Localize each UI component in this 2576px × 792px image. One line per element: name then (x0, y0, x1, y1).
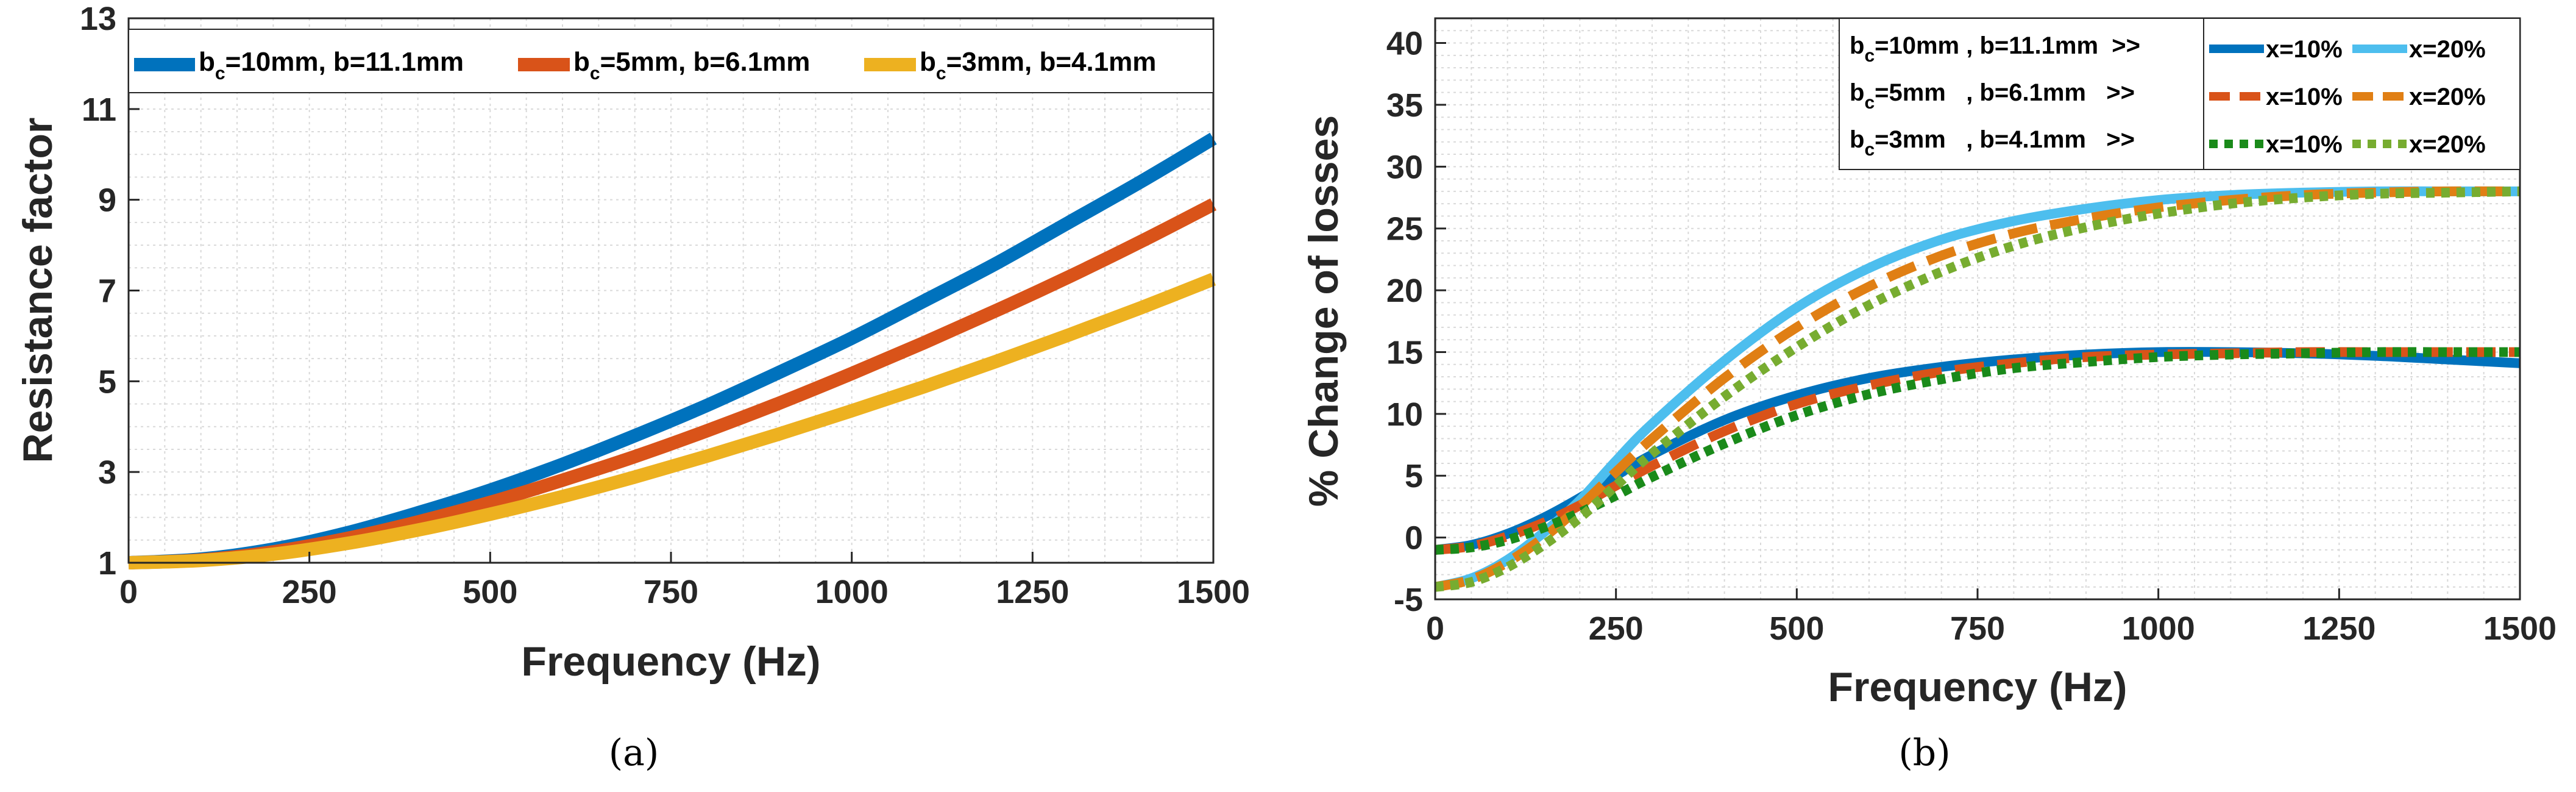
panel-a-x-axis-label: Frequency (Hz) (521, 638, 820, 685)
panel-b-series (1434, 186, 2521, 592)
panel-a-caption: (a) (609, 732, 659, 774)
x-tick-label: 1000 (815, 574, 889, 610)
panel-b-x-axis-label: Frequency (Hz) (1828, 664, 2127, 710)
panel-b-legend-label-6: x=20% (2409, 131, 2486, 158)
panel-b-legend-row-2: bc=5mm , b=6.1mm >> (1850, 79, 2135, 113)
panel-b-legend-series: x=10% x=20% x=10% x=20% x=10% x=20% (2203, 18, 2521, 170)
x-tick-label: 750 (644, 574, 698, 610)
panel-b-legend-row-1: bc=10mm , b=11.1mm >> (1850, 32, 2140, 66)
x-tick-label: 1500 (1177, 574, 1250, 610)
panel-b-caption: (b) (1898, 732, 1950, 774)
panel-a-legend-entry-3: bc=3mm, b=4.1mm (864, 47, 1156, 84)
x-tick-label: 1250 (2302, 610, 2376, 647)
x-tick-label: 1500 (2483, 610, 2556, 647)
panel-b: 0 250 500 750 1000 1250 1500 -5051015202530354… (1300, 17, 2556, 774)
panel-b-legend-label-2: x=20% (2409, 36, 2486, 63)
panel-b-x-ticks: 0 250 500 750 1000 1250 1500 (1426, 588, 2556, 647)
y-tick-label: 7 (98, 273, 116, 310)
y-tick-label: 11 (82, 91, 116, 128)
y-tick-label: 25 (1386, 211, 1423, 248)
panel-a-legend-entry-2: bc=5mm, b=6.1mm (518, 47, 810, 84)
panel-b-legend-label-1: x=10% (2266, 36, 2343, 63)
y-tick-label: 13 (80, 1, 116, 37)
x-tick-label: 250 (282, 574, 337, 610)
y-tick-label: 15 (1386, 334, 1423, 371)
x-tick-label: 0 (1426, 610, 1444, 647)
y-tick-label: 40 (1386, 26, 1423, 62)
panel-a-series (128, 132, 1217, 569)
y-tick-label: -5 (1394, 582, 1423, 618)
y-tick-label: 5 (1405, 458, 1423, 494)
y-tick-label: 35 (1386, 87, 1423, 124)
panel-b-y-axis-label: % Change of losses (1300, 115, 1347, 507)
panel-b-legend-label-5: x=10% (2266, 131, 2343, 158)
panel-b-series-line-5 (1435, 347, 2520, 555)
x-tick-label: 1000 (2122, 610, 2195, 647)
panel-b-series-line-6 (1434, 186, 2521, 592)
panel-b-series-line-4 (1434, 186, 2521, 592)
y-tick-label: 0 (1405, 520, 1423, 557)
svg-text:bc=5mm, b=6.1mm: bc=5mm, b=6.1mm (573, 47, 810, 84)
y-tick-label: 10 (1386, 396, 1423, 433)
panel-b-legend-label-3: x=10% (2266, 84, 2343, 110)
x-tick-label: 1250 (996, 574, 1069, 610)
panel-b-y-ticks: -5 0 5 10 15 20 25 30 35 40 (1386, 26, 1446, 618)
panel-a-series-line-3 (128, 273, 1216, 569)
y-tick-label: 1 (98, 545, 116, 582)
x-tick-label: 500 (1769, 610, 1824, 647)
y-tick-label: 20 (1386, 273, 1423, 309)
x-tick-label: 0 (119, 574, 138, 610)
x-tick-label: 750 (1950, 610, 2005, 647)
y-tick-label: 3 (98, 454, 116, 491)
panel-a-legend-entry-1: bc=10mm, b=11.1mm (134, 47, 464, 84)
panel-a-x-ticks: 0 250 500 750 1000 1250 1500 (119, 552, 1250, 610)
panel-b-legend-label-4: x=20% (2409, 84, 2486, 110)
panel-a-legend: bc=10mm, b=11.1mm bc=5mm, b=6.1mm bc=3mm… (128, 29, 1214, 93)
svg-text:bc=10mm, b=11.1mm: bc=10mm, b=11.1mm (199, 47, 464, 84)
y-tick-label: 30 (1386, 149, 1423, 185)
y-tick-label: 9 (98, 182, 116, 219)
x-tick-label: 500 (463, 574, 517, 610)
panel-b-legend-descriptor: bc=10mm , b=11.1mm >> bc=5mm , b=6.1mm >… (1839, 18, 2204, 170)
svg-text:bc=3mm, b=4.1mm: bc=3mm, b=4.1mm (920, 47, 1156, 84)
y-tick-label: 5 (98, 363, 116, 400)
panel-a-y-axis-label: Resistance factor (15, 118, 61, 463)
x-tick-label: 250 (1589, 610, 1644, 647)
panel-b-legend-row-3: bc=3mm , b=4.1mm >> (1850, 126, 2135, 160)
